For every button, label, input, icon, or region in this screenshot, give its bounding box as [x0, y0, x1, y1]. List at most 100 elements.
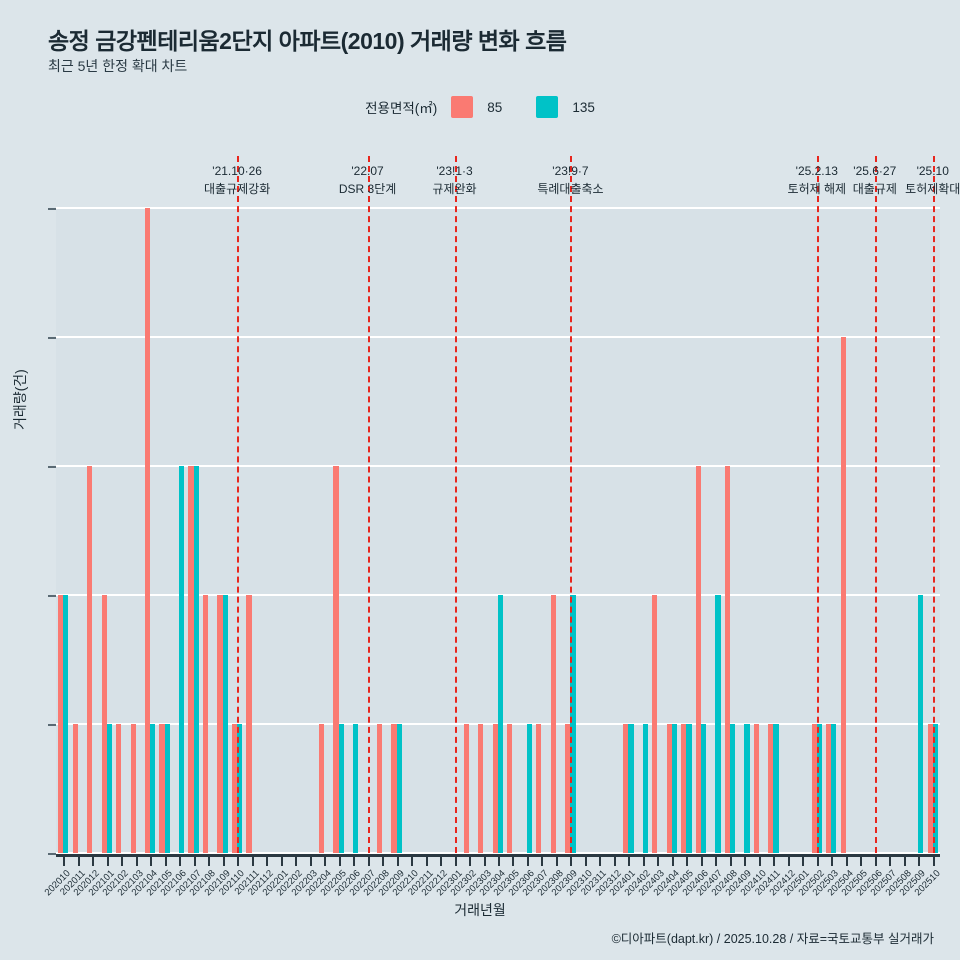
x-tick-mark: [483, 856, 486, 866]
bar-85-202308: [550, 595, 556, 853]
y-tick-mark: [48, 724, 56, 726]
bar-85-202010: [58, 595, 64, 853]
bar-85-202502: [811, 724, 817, 853]
bar-135-202402: [642, 724, 649, 853]
x-tick-mark: [251, 856, 254, 866]
event-date: '25.2.13: [795, 164, 838, 178]
event-name: 특례대출축소: [537, 182, 604, 196]
bar-135-202509: [918, 595, 924, 853]
x-tick-mark: [889, 856, 892, 866]
x-tick-mark: [440, 856, 443, 866]
event-name: 대출규제강화: [204, 182, 271, 196]
event-date: '23!1·3: [436, 164, 473, 178]
bar-135-202110: [237, 724, 243, 853]
bar-85-202012: [87, 466, 93, 853]
bar-85-202107: [188, 466, 194, 853]
x-tick-mark: [150, 856, 153, 866]
bar-85-202503: [826, 724, 832, 853]
bar-135-202105: [164, 724, 170, 853]
x-tick-mark: [845, 856, 848, 866]
x-tick-mark: [193, 856, 196, 866]
bar-135-202409: [744, 724, 750, 853]
x-tick-mark: [671, 856, 674, 866]
x-tick-mark: [816, 856, 819, 866]
x-tick-mark: [367, 856, 370, 866]
chart-footer: ©디아파트(dapt.kr) / 2025.10.28 / 자료=국토교통부 실…: [611, 932, 934, 946]
event-label-202110: '21.10·26 대출규제강화: [204, 162, 270, 198]
x-tick-mark: [324, 856, 327, 866]
x-tick-mark: [135, 856, 138, 866]
event-date: '23!9·7: [552, 164, 589, 178]
bars-layer: [56, 208, 940, 853]
event-date: '21.10·26: [212, 164, 262, 178]
y-tick-mark: [48, 466, 56, 468]
x-tick-mark: [599, 856, 602, 866]
x-tick-mark: [353, 856, 356, 866]
event-line-202309: [570, 156, 573, 853]
gridline: [56, 336, 940, 338]
bar-85-202209: [391, 724, 397, 853]
bar-85-202405: [681, 724, 687, 853]
x-tick-mark: [106, 856, 109, 866]
x-tick-mark: [584, 856, 587, 866]
bar-85-202408: [724, 466, 730, 853]
bar-135-202206: [353, 724, 359, 853]
y-tick-mark: [48, 208, 56, 210]
y-tick-mark: [48, 337, 56, 339]
x-tick-mark: [309, 856, 312, 866]
bar-135-202510: [932, 724, 938, 853]
x-tick-mark: [932, 856, 935, 866]
x-tick-mark: [208, 856, 211, 866]
bar-85-202102: [116, 724, 122, 853]
bar-135-202503: [831, 724, 837, 853]
x-tick-mark: [295, 856, 298, 866]
x-tick-mark: [338, 856, 341, 866]
x-tick-mark: [237, 856, 240, 866]
event-line-202207: [367, 156, 370, 853]
event-label-202502: '25.2.13 토허제 해제: [788, 162, 847, 198]
bar-85-202304: [492, 724, 498, 853]
bar-85-202411: [768, 724, 774, 853]
bar-85-202205: [333, 466, 339, 853]
event-lines-layer: [56, 156, 940, 853]
x-tick-mark: [715, 856, 718, 866]
bar-85-202104: [144, 208, 151, 853]
x-axis-line: [56, 854, 940, 857]
bar-85-202510: [927, 724, 933, 853]
gridline: [56, 207, 940, 209]
bar-85-202307: [536, 724, 542, 853]
bar-85-202309: [565, 724, 571, 853]
legend-swatch-135: [536, 96, 559, 118]
legend-title: 전용면적(㎡): [365, 101, 438, 116]
event-line-202110: [237, 156, 240, 853]
bar-85-202208: [376, 724, 383, 853]
x-tick-mark: [642, 856, 645, 866]
x-tick-mark: [744, 856, 747, 866]
x-tick-mark: [164, 856, 167, 866]
x-tick-mark: [179, 856, 182, 866]
event-line-202502: [816, 156, 819, 853]
x-tick-mark: [541, 856, 544, 866]
x-tick-mark: [773, 856, 776, 866]
x-tick-mark: [570, 856, 573, 866]
x-tick-mark: [526, 856, 529, 866]
x-tick-mark: [700, 856, 703, 866]
gridline: [56, 852, 940, 854]
bar-85-202403: [652, 595, 658, 853]
x-tick-mark: [77, 856, 80, 866]
bar-135-202401: [628, 724, 634, 853]
event-date: '25.10: [916, 164, 949, 178]
bar-85-202105: [159, 724, 165, 853]
x-tick-mark: [382, 856, 385, 866]
event-date: '22.07: [351, 164, 384, 178]
bar-135-202104: [150, 724, 156, 853]
plot-area: [56, 156, 940, 854]
bar-135-202205: [338, 724, 344, 853]
bar-85-202504: [840, 337, 846, 853]
bar-85-202204: [318, 724, 325, 853]
x-tick-mark: [860, 856, 863, 866]
bar-135-202107: [193, 466, 199, 853]
x-tick-mark: [512, 856, 515, 866]
bar-85-202101: [101, 595, 107, 853]
bar-85-202011: [72, 724, 78, 853]
